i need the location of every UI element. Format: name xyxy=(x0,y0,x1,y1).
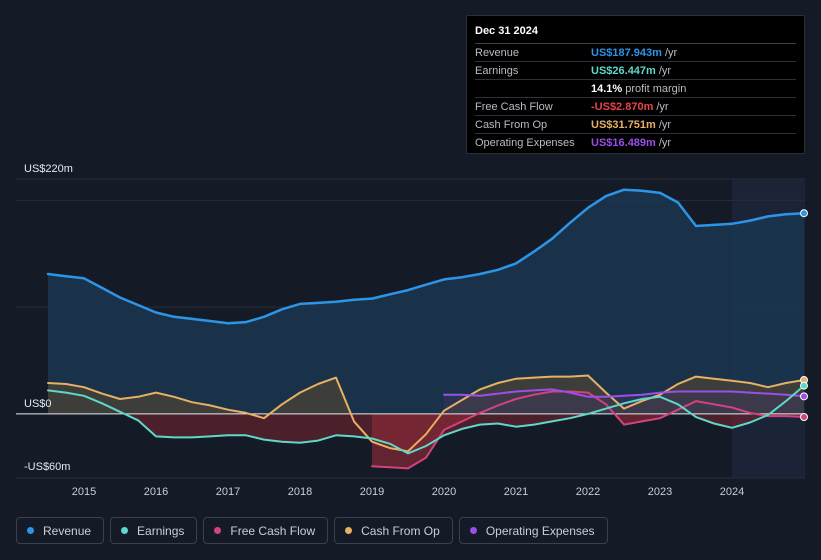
x-axis-tick-label: 2020 xyxy=(432,486,456,498)
tooltip-label: Cash From Op xyxy=(475,118,548,131)
x-axis-tick-label: 2017 xyxy=(216,486,240,498)
tooltip-label: Operating Expenses xyxy=(475,136,575,149)
tooltip-unit: /yr xyxy=(656,100,669,113)
y-axis-label: -US$60m xyxy=(24,461,70,473)
tooltip-label: Earnings xyxy=(475,64,519,77)
x-axis-tick-label: 2021 xyxy=(504,486,528,498)
tooltip-date: Dec 31 2024 xyxy=(475,25,538,37)
data-tooltip: Dec 31 2024 Revenue US$187.943m/yr Earning… xyxy=(466,15,805,154)
earnings-line xyxy=(47,384,805,455)
legend-cash-from-op[interactable]: Cash From Op xyxy=(334,517,453,544)
tooltip-unit: /yr xyxy=(664,46,678,59)
legend-label: Earnings xyxy=(137,523,185,538)
tooltip-unit: /yr xyxy=(658,136,672,149)
tooltip-unit: /yr xyxy=(658,64,672,77)
x-axis-tick-label: 2023 xyxy=(648,486,672,498)
y-axis-label: US$220m xyxy=(24,163,73,175)
fcf-end-marker xyxy=(800,412,808,421)
x-axis-tick-label: 2024 xyxy=(720,486,744,498)
tooltip-label: Revenue xyxy=(475,46,520,59)
revenue-line xyxy=(46,188,806,325)
tooltip-value: US$187.943m xyxy=(591,46,662,59)
x-axis-tick-label: 2022 xyxy=(576,486,600,498)
tooltip-unit: /yr xyxy=(658,118,672,131)
tooltip-row: Revenue US$187.943m/yr xyxy=(475,43,796,61)
operating-expenses-dot-icon xyxy=(469,527,477,534)
legend-label: Operating Expenses xyxy=(485,523,595,538)
cash-from-op-dot-icon xyxy=(345,527,353,534)
legend-label: Cash From Op xyxy=(361,523,440,538)
revenue-area xyxy=(48,189,804,414)
fcf-negative-area xyxy=(372,413,804,469)
fcf-line xyxy=(371,390,805,470)
tooltip-row: Cash From Op US$31.751m/yr xyxy=(475,115,796,133)
revenue-dot-icon xyxy=(27,527,34,534)
tooltip-value: -US$2.870m xyxy=(591,100,654,113)
earnings-end-marker xyxy=(800,381,808,390)
x-axis-tick-label: 2016 xyxy=(144,486,168,498)
tooltip-row: Earnings US$26.447m/yr xyxy=(475,61,796,79)
cfo-line xyxy=(47,374,805,453)
tooltip-value: US$31.751m xyxy=(591,118,656,131)
legend-operating-expenses[interactable]: Operating Expenses xyxy=(458,517,608,544)
revenue-end-marker xyxy=(800,209,808,218)
y-axis-label: US$0 xyxy=(24,398,52,410)
legend-revenue[interactable]: Revenue xyxy=(16,517,105,544)
tooltip-row: 14.1% profit margin xyxy=(475,79,796,97)
opex-line xyxy=(443,388,805,398)
legend-label: Revenue xyxy=(43,523,92,538)
tooltip-row: Free Cash Flow -US$2.870m/yr xyxy=(475,97,796,115)
cash-from-op-area xyxy=(48,375,804,414)
tooltip-label: Free Cash Flow xyxy=(475,100,553,113)
chart-legend: Revenue Earnings Free Cash Flow Cash Fro… xyxy=(16,517,608,544)
free-cash-flow-dot-icon xyxy=(214,527,222,534)
tooltip-row: Operating Expenses US$16.489m/yr xyxy=(475,133,796,151)
legend-earnings[interactable]: Earnings xyxy=(110,517,198,544)
legend-label: Free Cash Flow xyxy=(230,523,316,538)
x-axis-tick-label: 2018 xyxy=(288,486,312,498)
tooltip-value: US$16.489m xyxy=(591,136,656,149)
x-axis-tick-label: 2015 xyxy=(72,486,96,498)
x-axis-tick-label: 2019 xyxy=(360,486,384,498)
tooltip-unit: profit margin xyxy=(625,82,687,95)
tooltip-value: US$26.447m xyxy=(591,64,656,77)
legend-free-cash-flow[interactable]: Free Cash Flow xyxy=(203,517,329,544)
tooltip-value: 14.1% xyxy=(591,82,623,95)
opex-end-marker xyxy=(800,392,808,401)
earnings-dot-icon xyxy=(121,527,129,534)
